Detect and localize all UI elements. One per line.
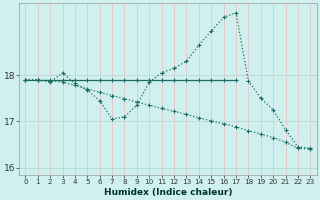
X-axis label: Humidex (Indice chaleur): Humidex (Indice chaleur) [104, 188, 232, 197]
